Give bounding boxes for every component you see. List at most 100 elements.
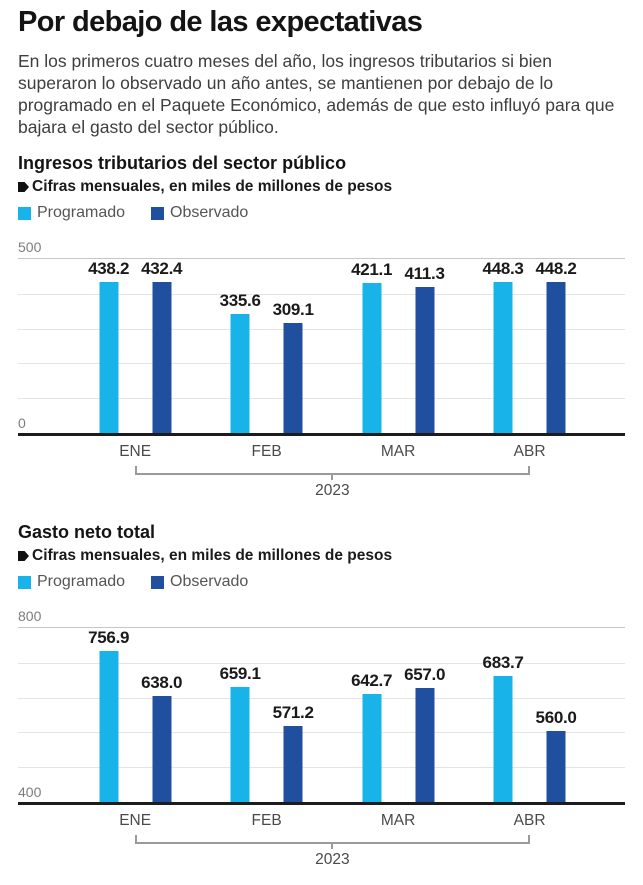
bar-group-mar: 642.7 657.0: [348, 628, 449, 802]
year-bracket: [135, 466, 530, 475]
bar-group-abr: 448.3 448.2: [479, 259, 580, 433]
year-bracket-tick: [331, 475, 334, 480]
bar-col: 432.4: [138, 259, 186, 433]
programado-bar: [493, 676, 513, 802]
month-label-ene: ENE: [119, 443, 152, 460]
gridline: [18, 363, 625, 365]
bar-group-ene: 756.9 638.0: [85, 628, 186, 802]
year-label: 2023: [315, 851, 350, 868]
bar-value-label: 642.7: [351, 671, 393, 690]
chart-subtitle: Cifras mensuales, en miles de millones d…: [18, 178, 625, 196]
chart-section-gasto: Gasto neto total Cifras mensuales, en mi…: [18, 522, 625, 872]
bullet-icon: [18, 551, 29, 561]
bar-value-label: 309.1: [272, 300, 314, 319]
bar-value-label: 421.1: [351, 260, 393, 279]
y-axis-top-label: 500: [18, 239, 42, 255]
plot-wrap: 500 0 438.2 432.4 335.6 309.1 421.1 411.3 448.…: [18, 239, 625, 436]
intro-paragraph: En los primeros cuatro meses del año, lo…: [18, 51, 615, 137]
legend-item-programado: Programado: [18, 204, 125, 222]
gridline: [18, 328, 625, 330]
observado-bar: [283, 323, 303, 433]
programado-bar: [230, 687, 250, 802]
bar-col: 642.7: [348, 628, 396, 802]
bar-col: 438.2: [85, 259, 133, 433]
observado-swatch-icon: [151, 575, 165, 589]
legend-label: Observado: [170, 573, 249, 590]
chart-title: Gasto neto total: [18, 522, 156, 542]
year-bracket-tick: [331, 844, 334, 849]
observado-bar: [546, 731, 566, 802]
month-label-abr: ABR: [513, 443, 546, 460]
bar-col: 756.9: [85, 628, 133, 802]
plot-wrap: 800 400 756.9 638.0 659.1 571.2 642.7 657.0 68…: [18, 608, 625, 805]
chart-subtitle-text: Cifras mensuales, en miles de millones d…: [32, 547, 393, 564]
chart-legend: Programado Observado: [18, 573, 625, 591]
bar-value-label: 756.9: [88, 628, 130, 647]
programado-bar: [99, 651, 119, 802]
bar-col: 638.0: [138, 628, 186, 802]
bar-value-label: 448.3: [482, 259, 524, 278]
bar-col: 448.3: [479, 259, 527, 433]
observado-bar: [152, 696, 172, 802]
programado-bar: [230, 314, 250, 433]
bar-plot: 756.9 638.0 659.1 571.2 642.7 657.0 683.7 560.0: [18, 627, 625, 805]
gridline: [18, 293, 625, 295]
bar-col: 309.1: [269, 259, 317, 433]
month-label-ene: ENE: [119, 812, 152, 829]
bar-value-label: 411.3: [404, 264, 445, 283]
month-label-abr: ABR: [513, 812, 546, 829]
programado-swatch-icon: [18, 575, 31, 589]
x-axis-bracket-row: 2023: [18, 463, 625, 503]
observado-bar: [283, 726, 303, 802]
bar-value-label: 432.4: [141, 259, 183, 278]
programado-bar: [493, 282, 513, 433]
bar-col: 448.2: [532, 259, 580, 433]
legend-label: Observado: [170, 204, 249, 221]
page-title: Por debajo de las expectativas: [18, 6, 423, 38]
legend-item-observado: Observado: [151, 573, 248, 591]
month-label-feb: FEB: [251, 812, 282, 829]
gridline: [18, 398, 625, 400]
chart-subtitle: Cifras mensuales, en miles de millones d…: [18, 547, 625, 565]
programado-bar: [362, 694, 382, 802]
bar-value-label: 659.1: [219, 664, 261, 683]
bar-value-label: 571.2: [272, 703, 314, 722]
programado-bar: [99, 282, 119, 433]
month-label-feb: FEB: [251, 443, 282, 460]
observado-bar: [415, 688, 435, 802]
y-axis-bottom-label: 0: [18, 415, 26, 431]
legend-label: Programado: [37, 204, 126, 221]
observado-bar: [415, 287, 435, 433]
observado-bar: [152, 282, 172, 433]
chart-legend: Programado Observado: [18, 204, 625, 222]
bar-col: 421.1: [348, 259, 396, 433]
bar-value-label: 657.0: [404, 665, 446, 684]
chart-section-ingresos: Ingresos tributarios del sector público …: [18, 153, 625, 503]
chart-title: Ingresos tributarios del sector público: [18, 153, 347, 173]
legend-item-programado: Programado: [18, 573, 125, 591]
legend-item-observado: Observado: [151, 204, 248, 222]
bar-col: 657.0: [401, 628, 449, 802]
bar-value-label: 335.6: [219, 291, 261, 310]
bar-col: 335.6: [216, 259, 264, 433]
x-axis: ENE FEB MAR ABR: [18, 443, 625, 463]
bar-group-abr: 683.7 560.0: [479, 628, 580, 802]
year-bracket: [135, 835, 530, 844]
legend-label: Programado: [37, 573, 126, 590]
y-axis-top-label: 800: [18, 608, 42, 624]
x-axis-bracket-row: 2023: [18, 832, 625, 872]
programado-bar: [362, 283, 382, 433]
observado-bar: [546, 282, 566, 433]
bar-value-label: 638.0: [141, 673, 183, 692]
bar-col: 683.7: [479, 628, 527, 802]
bar-plot: 438.2 432.4 335.6 309.1 421.1 411.3 448.3 448.2: [18, 258, 625, 436]
bar-value-label: 448.2: [535, 259, 577, 278]
x-axis: ENE FEB MAR ABR: [18, 812, 625, 832]
gridline: [18, 767, 625, 769]
gridline: [18, 697, 625, 699]
year-label: 2023: [315, 482, 350, 499]
programado-swatch-icon: [18, 206, 31, 220]
bullet-icon: [18, 182, 29, 192]
chart-subtitle-text: Cifras mensuales, en miles de millones d…: [32, 178, 393, 195]
